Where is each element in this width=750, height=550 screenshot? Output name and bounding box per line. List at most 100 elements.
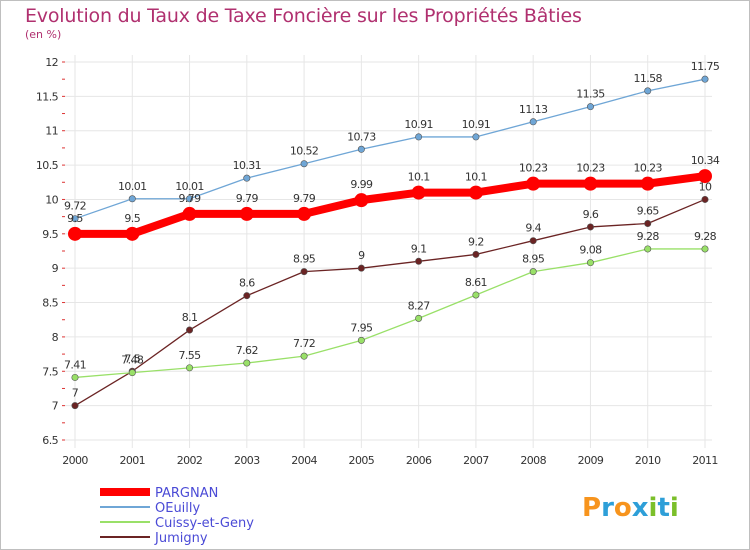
series-line-pargnan <box>75 172 706 238</box>
data-label: 7.41 <box>64 358 86 371</box>
x-tick-label: 2004 <box>291 454 317 467</box>
x-tick-label: 2003 <box>234 454 260 467</box>
data-label: 10.31 <box>233 159 262 172</box>
logo-letter: x <box>632 493 649 523</box>
x-tick-label: 2001 <box>119 454 145 467</box>
data-label: 10.91 <box>462 118 491 131</box>
y-tick-label: 11.5 <box>36 90 59 103</box>
chart-subtitle: (en %) <box>25 28 62 41</box>
data-label: 9.28 <box>637 230 660 243</box>
data-label: 9.79 <box>178 192 201 205</box>
series-layer <box>68 75 712 410</box>
data-point <box>182 206 197 221</box>
data-point <box>415 257 423 265</box>
y-tick-label: 9 <box>52 262 59 275</box>
y-tick-label: 12 <box>45 56 58 69</box>
data-point <box>128 195 136 203</box>
data-point <box>644 245 652 253</box>
logo-text: Proxiti <box>582 493 679 523</box>
data-labels: 9.5 9.5 9.79 9.79 9.79 9.99 10.1 10.1 10.23 10.23… <box>64 60 720 399</box>
proxiti-logo: Proxiti <box>582 493 679 523</box>
data-point <box>698 169 712 184</box>
data-label: 7.95 <box>350 321 373 334</box>
data-label: 11.35 <box>576 88 605 101</box>
y-tick-label: 8.5 <box>42 297 58 310</box>
data-point <box>243 174 251 182</box>
data-point <box>297 206 312 221</box>
data-point <box>701 245 709 253</box>
data-label: 11.58 <box>633 72 662 85</box>
data-label: 7.55 <box>178 349 201 362</box>
data-label: 10.1 <box>465 171 487 184</box>
data-label: 8.95 <box>293 253 316 266</box>
data-point <box>529 118 537 126</box>
legend-label: OEuilly <box>155 501 201 516</box>
data-point <box>68 226 82 241</box>
data-label: 8.6 <box>239 277 255 290</box>
data-label: 8.1 <box>182 311 198 324</box>
data-point <box>71 373 79 381</box>
data-label: 8.61 <box>465 276 487 289</box>
data-point <box>411 185 426 200</box>
data-point <box>583 176 598 191</box>
data-label: 11.75 <box>691 60 720 73</box>
data-label: 10.73 <box>347 130 376 143</box>
data-point <box>415 314 423 322</box>
data-point <box>701 195 709 203</box>
data-label: 9.99 <box>350 178 373 191</box>
data-point <box>472 291 480 299</box>
data-point <box>529 268 537 276</box>
data-point <box>529 237 537 245</box>
data-label: 9.72 <box>64 200 86 213</box>
data-point <box>71 402 79 410</box>
data-label: 7 <box>72 387 79 400</box>
data-label: 9.5 <box>124 212 140 225</box>
logo-letter: r <box>601 493 614 523</box>
data-label: 10.52 <box>290 145 319 158</box>
legend-label: Cuissy-et-Geny <box>155 516 254 531</box>
data-point <box>357 145 365 153</box>
data-label: 10.01 <box>175 180 204 193</box>
logo-letter: t <box>657 493 669 523</box>
x-tick-label: 2000 <box>62 454 88 467</box>
data-point <box>128 369 136 377</box>
data-point <box>586 103 594 111</box>
legend-label: Jumigny <box>154 531 208 546</box>
data-point <box>472 133 480 141</box>
x-tick-label: 2009 <box>578 454 604 467</box>
y-tick-label: 10 <box>45 193 58 206</box>
data-point <box>300 352 308 360</box>
data-label: 7.72 <box>293 337 315 350</box>
data-label: 9.65 <box>637 205 660 218</box>
data-label: 9.2 <box>468 235 484 248</box>
data-point <box>644 220 652 228</box>
data-point <box>701 75 709 83</box>
data-label: 10.1 <box>408 171 430 184</box>
grid <box>65 55 712 448</box>
data-label: 9.6 <box>583 208 599 221</box>
data-label: 9.1 <box>411 242 427 255</box>
x-tick-label: 2010 <box>635 454 661 467</box>
data-label: 9.28 <box>694 230 717 243</box>
data-point <box>526 176 541 191</box>
data-label: 9 <box>358 249 365 262</box>
legend-label: PARGNAN <box>155 486 218 501</box>
y-tick-label: 8 <box>52 331 59 344</box>
data-point <box>640 176 655 191</box>
data-point <box>586 259 594 267</box>
y-tick-label: 7.5 <box>42 365 58 378</box>
data-label: 8.95 <box>522 253 545 266</box>
y-tick-label: 6.5 <box>42 434 58 447</box>
data-point <box>186 326 194 334</box>
data-point <box>468 185 483 200</box>
data-label: 11.13 <box>519 103 548 116</box>
y-tick-label: 10.5 <box>36 159 59 172</box>
data-point <box>243 292 251 300</box>
x-tick-label: 2008 <box>520 454 546 467</box>
data-label: 7.62 <box>236 344 258 357</box>
data-point <box>186 364 194 372</box>
data-point <box>472 250 480 258</box>
data-point <box>243 359 251 367</box>
data-label: 10.91 <box>404 118 433 131</box>
